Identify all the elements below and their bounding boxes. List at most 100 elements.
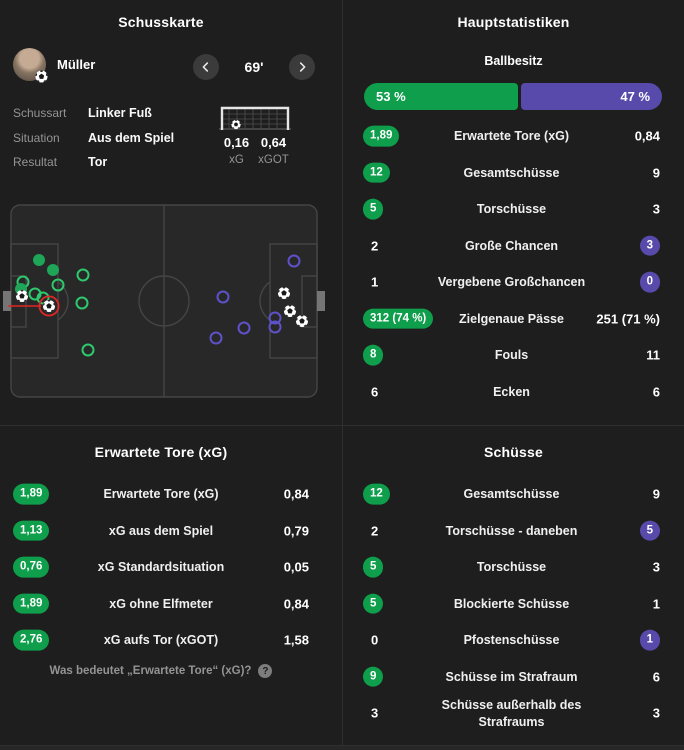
stat-row: 5 Blockierte Schüsse 1 — [363, 586, 660, 623]
away-value: 0,84 — [283, 596, 309, 612]
stat-label: Torschüsse — [476, 202, 547, 217]
player-name: Müller — [57, 57, 96, 72]
home-value-pill: 12 — [363, 483, 390, 505]
xg-rows: 1,89 Erwartete Tore (xG) 0,84 1,13 xG aus de… — [13, 476, 309, 659]
home-value: 1,89 — [13, 483, 50, 505]
away-value: 1 — [652, 596, 660, 612]
previous-shot-button[interactable] — [193, 54, 219, 80]
stat-label: Torschüsse - daneben — [445, 523, 578, 538]
goal-mouth-widget: 0,16 xG 0,64 xGOT — [218, 106, 292, 166]
shot-marker-away[interactable] — [287, 254, 301, 268]
stat-row: 9 Schüsse im Strafraum 6 — [363, 659, 660, 696]
possession-away-value: 47 % — [620, 89, 651, 104]
detail-value: Linker Fuß — [88, 106, 152, 121]
shot-marker-home[interactable] — [47, 264, 59, 276]
stat-row: 2 Große Chancen 3 — [363, 228, 660, 265]
away-value: 9 — [652, 165, 660, 181]
ball-badge-icon — [35, 70, 48, 83]
detail-row: Situation Aus dem Spiel — [13, 126, 208, 151]
shot-marker-away[interactable] — [216, 290, 230, 304]
horizontal-divider — [0, 425, 684, 426]
stat-row: 12 Gesamtschüsse 9 — [363, 155, 660, 192]
shot-marker-home[interactable] — [75, 296, 89, 310]
home-value: 2 — [371, 523, 379, 539]
stat-row: 0,76 xG Standardsituation 0,05 — [13, 549, 309, 586]
away-value: 3 — [652, 559, 660, 575]
stat-row: 12 Gesamtschüsse 9 — [363, 476, 660, 513]
goal-metric-xg: 0,16 xG — [218, 135, 255, 166]
stat-row: 1,89 Erwartete Tore (xG) 0,84 — [363, 118, 660, 155]
shot-marker-home[interactable] — [36, 291, 50, 305]
bottom-divider — [0, 745, 684, 746]
shot-marker-home[interactable] — [33, 254, 45, 266]
stat-row: 5 Torschüsse 3 — [363, 191, 660, 228]
home-value: 1 — [371, 274, 379, 290]
goal-xgot-label: xGOT — [258, 154, 289, 166]
away-value: 1 — [639, 629, 660, 651]
detail-label: Resultat — [13, 155, 58, 170]
stat-label: Pfostenschüsse — [463, 633, 560, 648]
away-value: 3 — [639, 235, 660, 257]
xg-section: Erwartete Tore (xG) 1,89 Erwartete Tore (… — [0, 426, 342, 745]
stat-row: 0 Pfostenschüsse 1 — [363, 622, 660, 659]
stat-label: Fouls — [494, 348, 529, 363]
home-value: 0 — [371, 632, 379, 648]
home-value: 3 — [371, 705, 379, 721]
home-value-pill: 8 — [363, 344, 384, 366]
away-value: 0,05 — [283, 559, 309, 575]
away-value: 3 — [652, 705, 660, 721]
away-value: 11 — [646, 347, 660, 363]
stat-row: 3 Schüsse außerhalb des Strafraums 3 — [363, 695, 660, 732]
stat-row: 1,89 xG ohne Elfmeter 0,84 — [13, 586, 309, 623]
home-value-pill: 2,76 — [13, 629, 50, 651]
stat-label: Erwartete Tore (xG) — [453, 129, 570, 144]
stat-label: Große Chancen — [464, 238, 559, 253]
stat-row: 6 Ecken 6 — [363, 374, 660, 411]
main-stats-title: Hauptstatistiken — [457, 14, 570, 30]
right-goal — [317, 291, 325, 311]
home-value: 1,89 — [363, 125, 400, 147]
away-value: 6 — [652, 669, 660, 685]
shot-marker-home[interactable] — [76, 268, 90, 282]
home-value: 5 — [363, 556, 384, 578]
shot-card-section: Schusskarte Müller 69' Schussart Linker F… — [0, 0, 342, 425]
possession-home-segment: 53 % — [364, 83, 518, 110]
next-section-edge — [0, 746, 684, 750]
shot-marker-home[interactable] — [51, 278, 65, 292]
shot-marker-away[interactable] — [268, 311, 282, 325]
shot-marker-away[interactable] — [209, 331, 223, 345]
xg-help-text: Was bedeutet „Erwartete Tore“ (xG)? — [49, 665, 252, 677]
away-value: 251 (71 %) — [596, 311, 660, 327]
home-value: 1,13 — [13, 520, 50, 542]
away-value: 0,84 — [634, 128, 660, 144]
home-value: 0,76 — [13, 556, 50, 578]
home-value-pill: 5 — [363, 198, 384, 220]
stat-row: 1 Vergebene Großchancen 0 — [363, 264, 660, 301]
stat-label: Schüsse außerhalb des Strafraums — [441, 698, 582, 729]
stat-label: Gesamtschüsse — [463, 487, 560, 502]
shot-marker-home-goal[interactable] — [38, 295, 60, 317]
home-value-pill: 1,89 — [13, 483, 50, 505]
shot-marker-home[interactable] — [81, 343, 95, 357]
away-value-pill: 5 — [639, 520, 660, 542]
shot-marker-away[interactable] — [268, 320, 282, 334]
home-value-pill: 5 — [363, 556, 384, 578]
xg-section-title: Erwartete Tore (xG) — [94, 444, 228, 460]
home-value: 5 — [363, 198, 384, 220]
stat-row: 2 Torschüsse - daneben 5 — [363, 513, 660, 550]
home-value-pill: 12 — [363, 162, 390, 184]
stat-label: Schüsse im Strafraum — [445, 669, 578, 684]
next-shot-button[interactable] — [289, 54, 315, 80]
help-icon[interactable]: ? — [258, 664, 273, 678]
detail-label: Situation — [13, 130, 60, 145]
stat-label: Zielgenaue Pässe — [459, 311, 564, 326]
home-value: 2,76 — [13, 629, 50, 651]
home-value-pill: 312 (74 %) — [363, 308, 434, 330]
away-value: 0 — [639, 271, 660, 293]
shot-marker-away[interactable] — [237, 321, 251, 335]
home-value: 1,89 — [13, 593, 50, 615]
goal-metric-xgot: 0,64 xGOT — [255, 135, 292, 166]
vertical-divider — [342, 0, 343, 745]
detail-value: Tor — [88, 155, 108, 170]
